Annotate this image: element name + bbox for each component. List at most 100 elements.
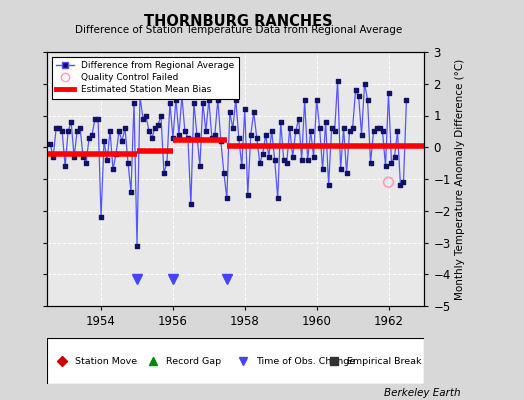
Point <box>315 125 324 131</box>
Point <box>199 100 207 106</box>
Point <box>381 163 390 170</box>
Text: Time of Obs. Change: Time of Obs. Change <box>257 356 356 366</box>
Point <box>336 166 345 173</box>
Legend: Difference from Regional Average, Quality Control Failed, Estimated Station Mean: Difference from Regional Average, Qualit… <box>52 56 239 99</box>
Point <box>61 163 69 170</box>
Point <box>352 87 360 93</box>
Point <box>340 125 348 131</box>
Point <box>274 195 282 201</box>
Point <box>244 192 252 198</box>
Point <box>241 106 249 112</box>
Point <box>291 128 300 134</box>
Point <box>49 154 57 160</box>
Point <box>373 125 381 131</box>
Point <box>67 119 75 125</box>
Point <box>319 166 327 173</box>
Point <box>384 179 392 185</box>
Point <box>342 170 351 176</box>
Point <box>142 112 150 119</box>
Point <box>91 116 99 122</box>
Point <box>174 131 183 138</box>
Point <box>46 141 54 147</box>
Point <box>265 154 273 160</box>
Point <box>298 157 306 163</box>
Point <box>247 131 255 138</box>
Point <box>228 125 237 131</box>
Point <box>331 128 339 134</box>
Point <box>268 128 276 134</box>
Point <box>157 112 165 119</box>
Point <box>369 128 378 134</box>
Point <box>148 134 156 141</box>
Point <box>160 170 168 176</box>
Point <box>294 116 303 122</box>
Point <box>100 138 108 144</box>
Point <box>387 160 396 166</box>
Point <box>79 154 88 160</box>
Point <box>366 160 375 166</box>
Point <box>124 160 132 166</box>
Point <box>169 134 177 141</box>
Text: Record Gap: Record Gap <box>166 356 221 366</box>
Point <box>282 160 291 166</box>
Point <box>307 128 315 134</box>
Point <box>279 157 288 163</box>
Text: Difference of Station Temperature Data from Regional Average: Difference of Station Temperature Data f… <box>75 25 402 35</box>
Point <box>195 163 204 170</box>
Point <box>232 96 240 103</box>
Point <box>333 77 342 84</box>
Point <box>133 242 141 249</box>
Point <box>361 80 369 87</box>
Point <box>112 150 120 157</box>
Point <box>145 128 153 134</box>
Point <box>73 128 81 134</box>
Point <box>193 131 201 138</box>
Point <box>256 160 264 166</box>
Point <box>312 96 321 103</box>
Text: Station Move: Station Move <box>75 356 138 366</box>
Point <box>220 170 228 176</box>
Point <box>55 125 63 131</box>
Point <box>384 90 392 96</box>
Point <box>261 131 270 138</box>
Point <box>289 154 297 160</box>
Point <box>94 116 102 122</box>
Point <box>375 125 384 131</box>
Point <box>118 138 126 144</box>
Point <box>277 119 285 125</box>
Text: THORNBURG RANCHES: THORNBURG RANCHES <box>144 14 333 29</box>
Point <box>139 116 147 122</box>
Point <box>130 100 138 106</box>
Point <box>136 93 144 100</box>
Point <box>97 214 105 220</box>
Point <box>354 93 363 100</box>
Point <box>154 122 162 128</box>
Point <box>345 128 354 134</box>
Point <box>300 96 309 103</box>
Point <box>394 128 402 134</box>
Point <box>249 109 258 116</box>
Point <box>58 128 67 134</box>
Point <box>205 96 213 103</box>
Point <box>202 128 210 134</box>
Point <box>187 201 195 208</box>
Point <box>109 166 117 173</box>
Point <box>258 150 267 157</box>
Text: Empirical Break: Empirical Break <box>347 356 422 366</box>
Point <box>399 179 408 185</box>
Point <box>303 157 312 163</box>
Point <box>216 138 225 144</box>
Point <box>402 96 411 103</box>
Point <box>127 188 135 195</box>
Point <box>178 93 186 100</box>
Point <box>286 125 294 131</box>
Point <box>115 128 123 134</box>
Point <box>211 131 219 138</box>
Point <box>310 154 318 160</box>
Point <box>226 109 234 116</box>
Point <box>85 134 93 141</box>
Point <box>324 182 333 188</box>
Point <box>237 163 246 170</box>
Point <box>103 157 111 163</box>
Point <box>106 128 114 134</box>
